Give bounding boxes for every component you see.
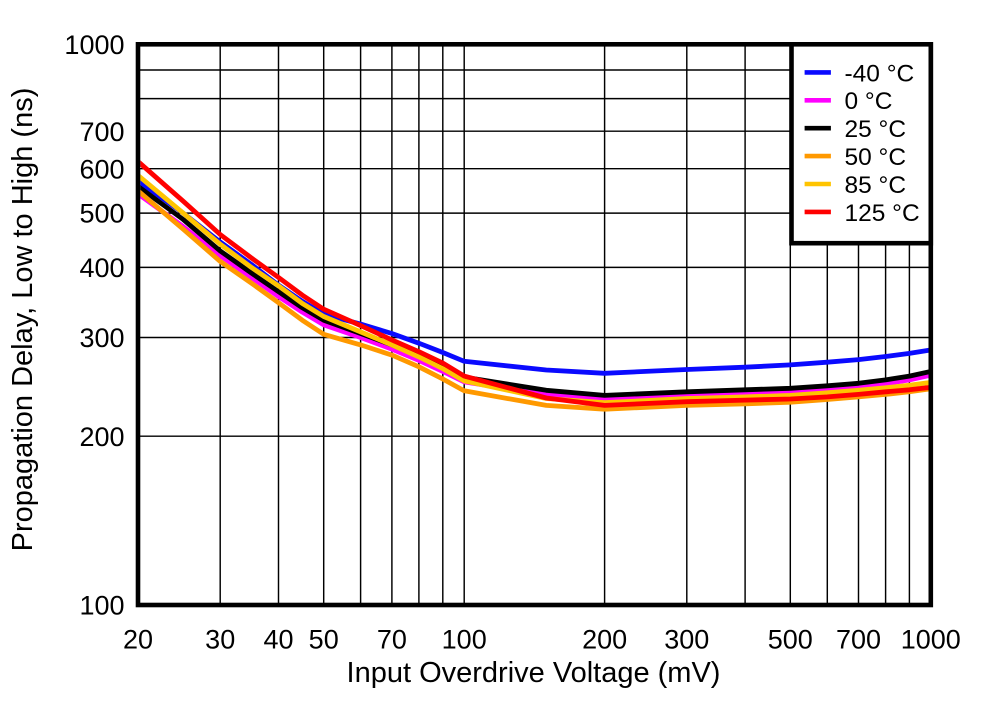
svg-text:200: 200 [582,625,627,655]
svg-text:200: 200 [79,422,124,452]
svg-text:125 °C: 125 °C [845,200,920,227]
svg-text:300: 300 [79,323,124,353]
svg-text:700: 700 [836,625,881,655]
svg-text:600: 600 [79,154,124,184]
svg-text:Input Overdrive Voltage (mV): Input Overdrive Voltage (mV) [347,657,721,689]
svg-text:25 °C: 25 °C [845,116,907,143]
svg-text:0 °C: 0 °C [845,88,893,115]
svg-text:1000: 1000 [901,625,961,655]
svg-text:50 °C: 50 °C [845,144,907,171]
svg-text:400: 400 [79,253,124,283]
svg-text:500: 500 [768,625,813,655]
svg-text:50: 50 [309,625,339,655]
svg-text:85 °C: 85 °C [845,172,907,199]
svg-text:20: 20 [123,625,153,655]
svg-text:700: 700 [79,117,124,147]
svg-text:30: 30 [205,625,235,655]
svg-text:-40 °C: -40 °C [845,60,915,87]
svg-text:1000: 1000 [64,30,124,60]
svg-text:300: 300 [664,625,709,655]
svg-text:40: 40 [263,625,293,655]
svg-text:Propagation Delay, Low to High: Propagation Delay, Low to High (ns) [7,88,39,552]
svg-text:100: 100 [79,591,124,621]
svg-text:500: 500 [79,199,124,229]
svg-text:100: 100 [442,625,487,655]
svg-text:70: 70 [377,625,407,655]
